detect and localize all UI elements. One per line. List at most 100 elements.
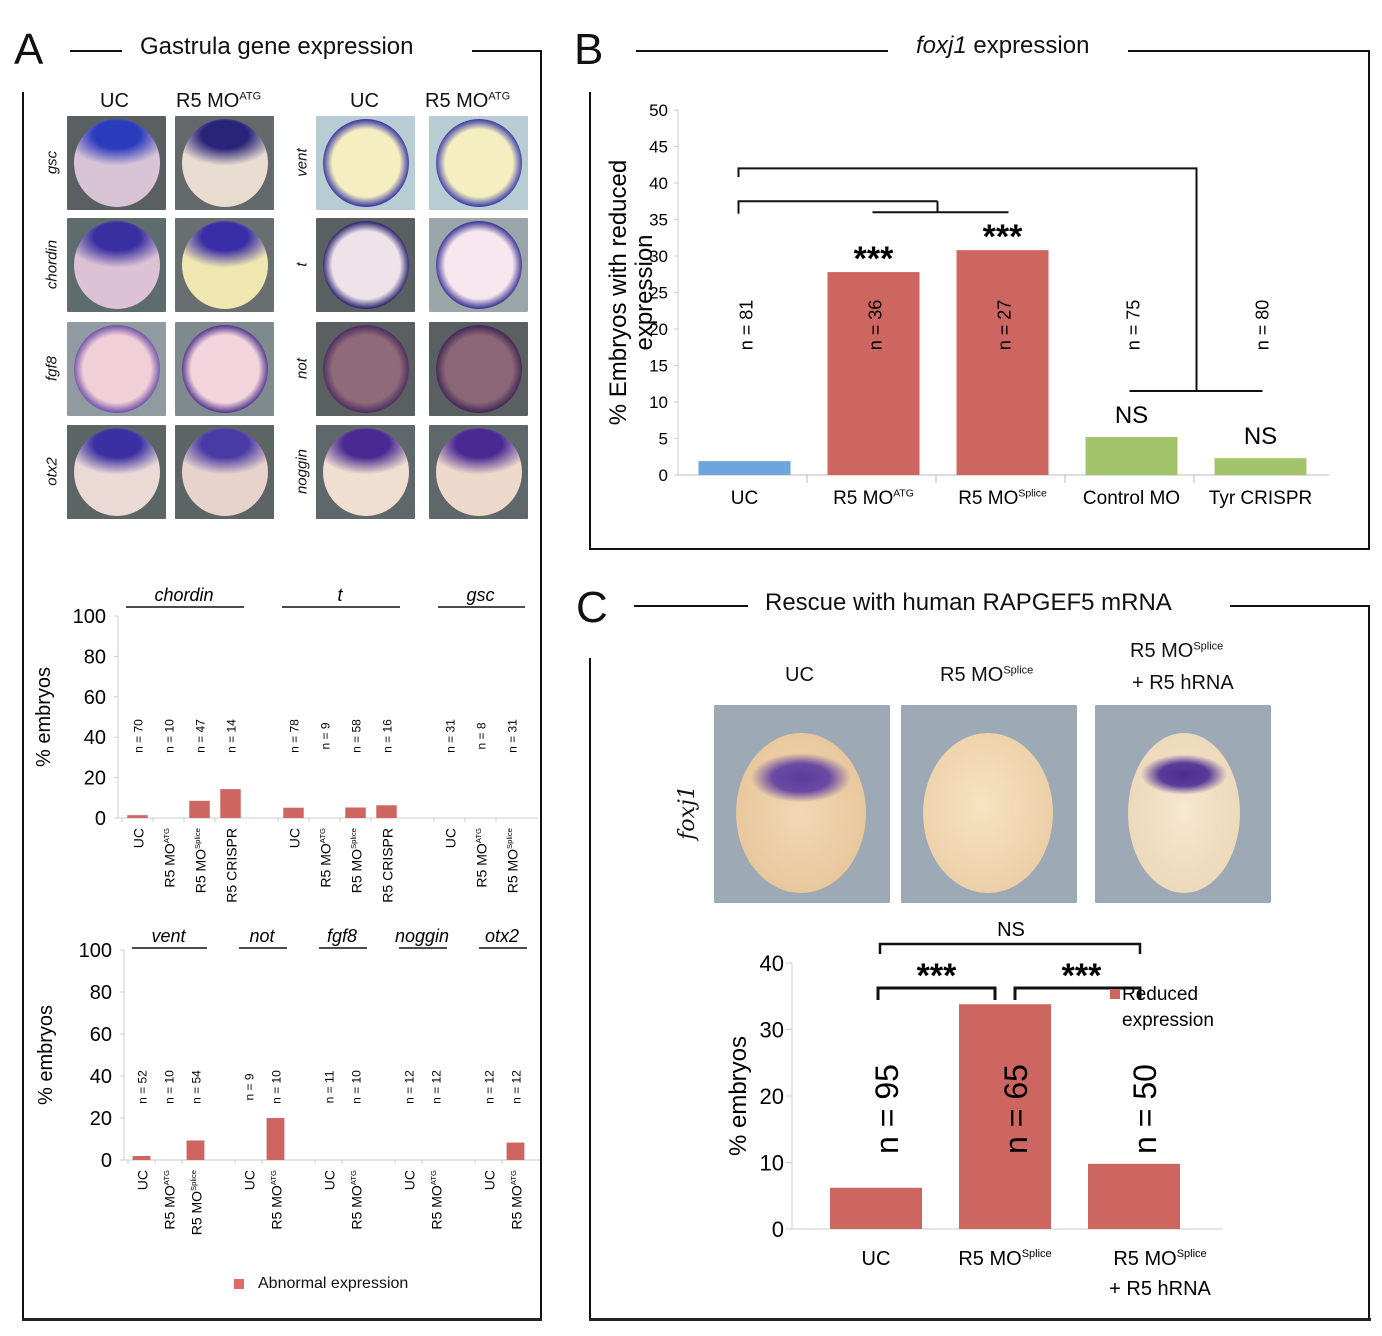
c-embryo-image-2: [1095, 705, 1271, 903]
embryo-icon: [436, 428, 522, 516]
bar-1: [827, 272, 920, 475]
embryo-icon: [74, 221, 160, 309]
gene-label-gsc: gsc: [43, 150, 61, 175]
y-tick-label: 40: [649, 174, 668, 193]
col-head-mo-left: R5 MOATG: [176, 90, 261, 113]
embryo-icon: [1128, 733, 1240, 893]
x-label: R5 MOATG: [474, 828, 490, 888]
embryo-thumb-vent-mo: [429, 116, 528, 210]
panel-c-frame-left: [589, 658, 591, 1320]
y-tick-label: 0: [95, 808, 106, 830]
gene-title-fgf8: fgf8: [327, 926, 357, 946]
n-label: n = 78: [288, 719, 302, 753]
panel-c-frame-bottom: [589, 1318, 1371, 1321]
gene-title-noggin: noggin: [395, 926, 449, 946]
bar-1: [959, 1004, 1051, 1229]
gene-title-vent: vent: [151, 926, 186, 946]
x-label: R5 MOSplice: [189, 1170, 205, 1235]
n-label: n = 70: [132, 719, 146, 753]
n-label: n = 65: [998, 1064, 1034, 1154]
y-axis-label: % embryos: [35, 1005, 57, 1105]
x-label: R5 MOSplice: [958, 1248, 1051, 1270]
bracket-uc-mo: [737, 200, 938, 214]
x-label: R5 CRISPR: [380, 828, 396, 903]
bar-t-2: [345, 807, 366, 818]
x-label: UC: [287, 828, 303, 848]
embryo-thumb-noggin-mo: [429, 425, 528, 519]
embryo-icon: [436, 325, 522, 413]
c-col-head-mo-sup: Splice: [1003, 664, 1034, 677]
y-tick-label: 80: [84, 646, 106, 668]
embryo-thumb-gsc-mo: [175, 116, 274, 210]
x-label: R5 MOATG: [269, 1170, 285, 1230]
x-label: UC: [131, 828, 147, 848]
x-label: R5 MOATG: [349, 1170, 365, 1230]
panel-c-title-rule-left: [634, 605, 748, 607]
x-label: UC: [482, 1170, 498, 1190]
c-col-head-uc: UC: [785, 664, 814, 686]
y-tick-label: 30: [760, 1018, 784, 1043]
panel-a-title-rule-left: [70, 50, 122, 52]
y-tick-label: 40: [90, 1066, 112, 1088]
embryo-thumb-gsc-uc: [67, 116, 166, 210]
n-label: n = 36: [866, 300, 886, 351]
embryo-thumb-chordin-mo: [175, 218, 274, 312]
y-tick-label: 60: [84, 687, 106, 709]
n-label: n = 16: [381, 719, 395, 753]
y-tick-label: 20: [649, 320, 668, 339]
y-tick-label: 45: [649, 138, 668, 157]
x-label: UC: [731, 488, 758, 509]
bar-chordin-3: [220, 789, 241, 818]
y-tick-label: 40: [84, 727, 106, 749]
c-embryo-image-0: [714, 705, 890, 903]
gene-label-t: t: [293, 262, 311, 267]
embryo-icon: [182, 221, 268, 309]
n-label: n = 12: [510, 1070, 524, 1104]
y-tick-label: 20: [84, 768, 106, 790]
n-label: n = 12: [403, 1070, 417, 1104]
panel-b-title-gene: foxj1: [916, 32, 967, 59]
c-col-head-rescue-sup: Splice: [1193, 640, 1224, 653]
panel-a-frame-bottom: [22, 1318, 542, 1321]
c-row-label-foxj1: foxj1: [674, 785, 700, 840]
x-label: UC: [402, 1170, 418, 1190]
embryo-icon: [323, 428, 409, 516]
n-label: n = 52: [136, 1070, 150, 1104]
gene-label-chordin: chordin: [43, 239, 61, 290]
embryo-icon: [436, 119, 522, 207]
y-tick-label: 60: [90, 1024, 112, 1046]
embryo-thumb-otx2-uc: [67, 425, 166, 519]
x-label: R5 MOSplice: [958, 488, 1047, 509]
embryo-icon: [323, 221, 409, 309]
col-head-uc-right: UC: [350, 90, 379, 112]
x-label: R5 MOSplice: [1113, 1248, 1206, 1270]
panel-c-title-rule-right: [1230, 605, 1370, 607]
legend-swatch: [1110, 989, 1120, 999]
panel-b-frame-right: [1368, 50, 1370, 550]
legend-label-abnormal: Abnormal expression: [258, 1275, 409, 1292]
ns-label: NS: [1115, 402, 1148, 429]
c-embryo-image-1: [901, 705, 1077, 903]
bar-0: [698, 461, 791, 475]
bar-not-1: [266, 1118, 285, 1160]
y-tick-label: 25: [649, 284, 668, 303]
y-tick-label: 0: [659, 466, 668, 485]
gene-title-not: not: [249, 926, 275, 946]
y-tick-label: 100: [73, 606, 106, 628]
panel-b-title-rule-right: [1128, 50, 1370, 52]
n-label: n = 27: [995, 300, 1015, 351]
c-col-head-mo: R5 MOSplice: [940, 664, 1033, 687]
c-col-head-rescue: R5 MOSplice: [1130, 640, 1223, 663]
panel-c-title: Rescue with human RAPGEF5 mRNA: [765, 589, 1172, 616]
n-label: n = 95: [869, 1064, 905, 1154]
x-label: R5 CRISPR: [224, 828, 240, 903]
y-tick-label: 5: [659, 430, 668, 449]
x-label: UC: [242, 1170, 258, 1190]
bar-t-3: [376, 805, 397, 818]
n-label: n = 31: [506, 719, 520, 753]
gene-label-fgf8: fgf8: [43, 355, 61, 382]
legend-swatch-abnormal: [234, 1279, 244, 1289]
gene-label-noggin: noggin: [293, 448, 311, 495]
col-head-mo-right-sup: ATG: [488, 90, 511, 103]
ns-label: NS: [1244, 423, 1277, 450]
